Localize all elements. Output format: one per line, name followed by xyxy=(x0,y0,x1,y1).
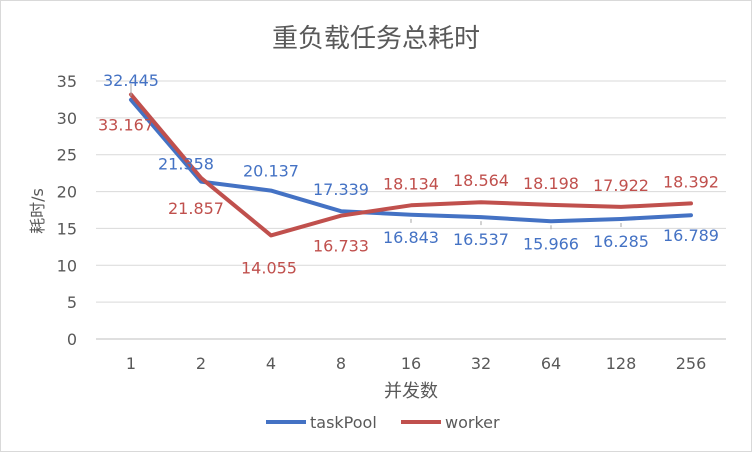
x-tick-label: 128 xyxy=(606,354,637,373)
y-tick-label: 5 xyxy=(67,293,77,312)
y-axis-label: 耗时/s xyxy=(28,188,47,234)
legend-label-taskPool: taskPool xyxy=(310,413,377,432)
series-line-taskPool xyxy=(129,97,693,224)
legend-label-worker: worker xyxy=(445,413,500,432)
data-label-worker: 33.167 xyxy=(98,116,154,135)
data-label-taskPool: 17.339 xyxy=(313,180,369,199)
y-tick-label: 20 xyxy=(57,183,77,202)
gridlines xyxy=(96,80,726,340)
series-lines xyxy=(129,92,693,238)
x-tick-label: 4 xyxy=(266,354,276,373)
y-tick-label: 35 xyxy=(57,72,77,91)
data-label-taskPool: 15.966 xyxy=(523,234,579,253)
x-axis-label: 并发数 xyxy=(384,381,438,402)
data-label-worker: 16.733 xyxy=(313,237,369,256)
data-label-worker: 17.922 xyxy=(593,176,649,195)
x-tick-label: 8 xyxy=(336,354,346,373)
data-label-taskPool: 16.537 xyxy=(453,230,509,249)
data-label-taskPool: 32.445 xyxy=(103,71,159,90)
data-label-taskPool: 16.285 xyxy=(593,232,649,251)
data-label-taskPool: 16.843 xyxy=(383,228,439,247)
series-line-worker xyxy=(129,92,693,238)
y-tick-label: 25 xyxy=(57,146,77,165)
y-axis-ticks: 0 5 10 15 20 25 30 35 xyxy=(57,72,77,349)
data-label-worker: 18.198 xyxy=(523,174,579,193)
data-label-worker: 14.055 xyxy=(241,258,297,277)
legend: taskPool worker xyxy=(266,413,500,432)
x-tick-label: 16 xyxy=(401,354,421,373)
x-axis-ticks: 1 2 4 8 16 32 64 128 256 xyxy=(126,354,706,373)
data-label-worker: 18.392 xyxy=(663,172,719,191)
data-label-taskPool: 16.789 xyxy=(663,226,719,245)
y-tick-label: 10 xyxy=(57,256,77,275)
x-tick-label: 2 xyxy=(196,354,206,373)
x-tick-label: 64 xyxy=(541,354,561,373)
y-tick-label: 30 xyxy=(57,109,77,128)
x-tick-label: 32 xyxy=(471,354,491,373)
x-tick-label: 256 xyxy=(676,354,707,373)
x-tick-label: 1 xyxy=(126,354,136,373)
data-label-taskPool: 20.137 xyxy=(243,162,299,181)
y-tick-label: 15 xyxy=(57,219,77,238)
chart-title: 重负载任务总耗时 xyxy=(272,24,480,54)
data-label-worker: 18.134 xyxy=(383,174,439,193)
data-label-worker: 21.857 xyxy=(168,199,224,218)
y-tick-label: 0 xyxy=(67,330,77,349)
data-label-taskPool: 21.358 xyxy=(158,155,214,174)
data-labels: 32.445 21.358 20.137 17.339 16.843 16.537 15.9… xyxy=(98,71,719,278)
data-label-worker: 18.564 xyxy=(453,171,509,190)
leader-lines xyxy=(130,83,622,230)
